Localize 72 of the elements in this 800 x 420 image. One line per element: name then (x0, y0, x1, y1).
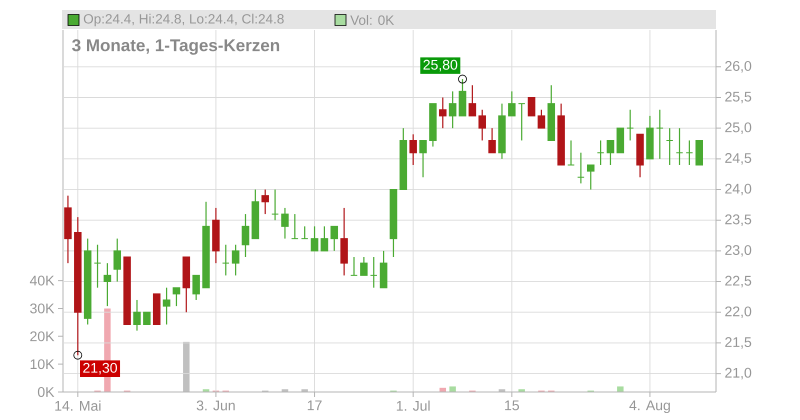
candlestick (242, 213, 250, 258)
y2-tick-label: 20K (30, 331, 54, 342)
candlestick (330, 226, 338, 252)
x-tick-label: 14. Mai (55, 400, 100, 411)
candlestick (567, 140, 575, 166)
y-tick-label: 21,5 (725, 337, 752, 349)
y2-tick-label: 40K (30, 276, 54, 286)
candlestick (300, 226, 308, 240)
candlestick (577, 152, 585, 184)
candlestick (281, 207, 289, 240)
candlestick (114, 238, 122, 282)
candlestick (271, 188, 279, 221)
candlestick (528, 96, 536, 116)
y-tick-label: 21,0 (725, 368, 752, 380)
candlestick (94, 244, 102, 288)
y2-tick-label: 0K (38, 387, 54, 397)
candlestick (676, 128, 684, 166)
annotation: 21,30 (83, 362, 117, 374)
candlestick (468, 84, 476, 116)
y-tick-label: 26,0 (725, 61, 752, 73)
bar (617, 386, 624, 392)
y-tick-label: 24,5 (725, 153, 752, 165)
candlestick (538, 109, 546, 129)
candlestick (478, 109, 486, 142)
x-tick-label: 4. Aug (629, 400, 670, 414)
candlestick (666, 128, 674, 166)
candlestick (360, 256, 368, 276)
candlestick (232, 244, 240, 276)
annotation: 25,80 (423, 60, 458, 72)
candlestick (596, 140, 604, 166)
candlestick (104, 262, 112, 307)
candlestick (488, 128, 496, 154)
candlestick (133, 299, 141, 332)
candlestick (606, 140, 614, 166)
candlestick (508, 90, 516, 116)
y-tick-label: 22,0 (725, 306, 752, 318)
chart-title: 3 Monate, 1-Tages-Kerzen (72, 39, 280, 55)
candlestick (261, 188, 269, 215)
candlestick (172, 287, 180, 307)
candlestick (162, 287, 170, 326)
candlestick (626, 109, 634, 142)
y-tick-label: 23,0 (725, 245, 752, 257)
candlestick (222, 244, 230, 276)
candlestick (143, 312, 151, 326)
candlestick (586, 164, 594, 190)
candlestick (448, 90, 456, 129)
candlestick (409, 134, 417, 166)
x-tick-label: 17 (308, 400, 322, 410)
x-tick-label: 1. Jul (396, 400, 430, 411)
candlestick (310, 226, 318, 252)
candlestick (439, 96, 447, 129)
candlestick (320, 226, 328, 252)
candlestick (192, 274, 200, 301)
legend-label: Op:24.4, Hi:24.8, Lo:24.4, Cl:24.8 (84, 14, 284, 26)
y-tick-label: 24,0 (725, 184, 752, 196)
y-tick-label: 22,5 (725, 276, 752, 288)
y-tick-label: 25,5 (725, 92, 752, 104)
y-tick-label: 25,0 (725, 122, 752, 134)
y-tick-label: 23,5 (725, 214, 752, 226)
candlestick (291, 213, 299, 240)
candlestick (370, 256, 378, 288)
x-tick-label: 3. Jun (196, 400, 235, 410)
bar (449, 386, 456, 392)
candlestick (350, 256, 358, 276)
y2-tick-label: 10K (30, 359, 54, 370)
legend-label: Vol: 0K (350, 15, 394, 25)
candlestick (518, 103, 526, 142)
y2-tick-label: 30K (30, 304, 54, 314)
candlestick (686, 140, 694, 166)
candlestick (656, 109, 664, 160)
x-tick-label: 15 (505, 400, 520, 410)
candlestick (419, 140, 427, 178)
